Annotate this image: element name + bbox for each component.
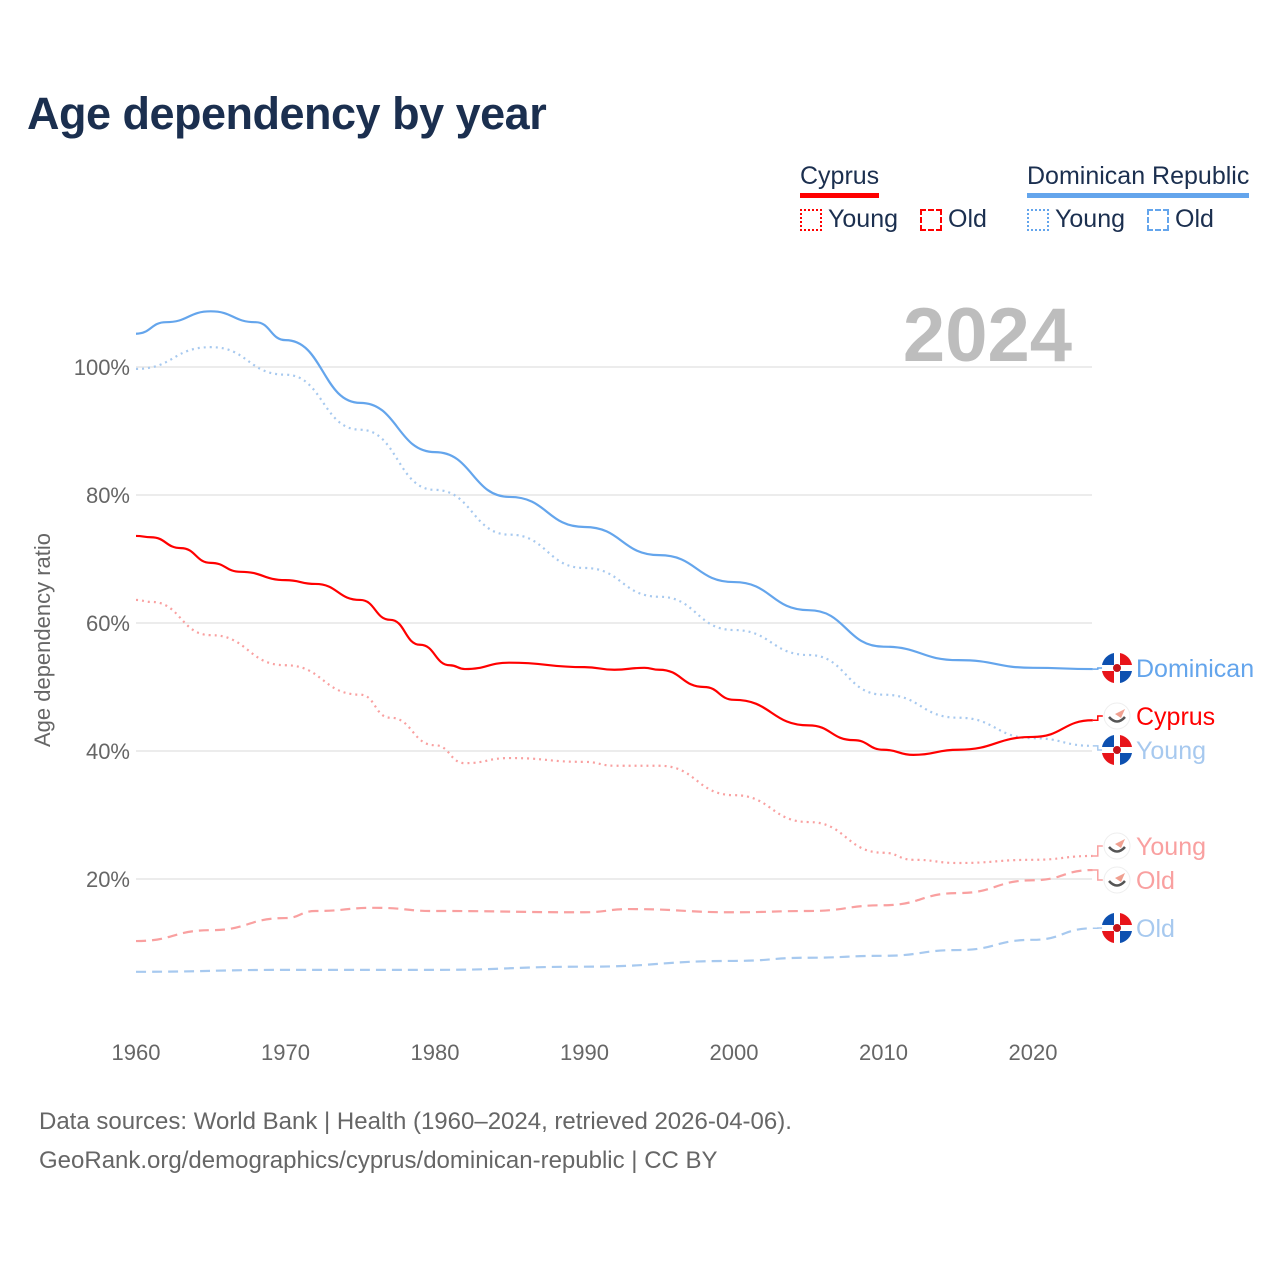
footer-sources: Data sources: World Bank | Health (1960–…: [39, 1108, 792, 1135]
y-tick-label: 100%: [74, 355, 130, 380]
flag-branches: [1108, 880, 1126, 887]
cyprus-flag-icon: [1103, 832, 1131, 860]
flag-q: [1120, 735, 1132, 747]
legend-dr-old[interactable]: Old: [1147, 205, 1214, 234]
dashed-swatch-icon: [1147, 208, 1169, 231]
dominican-flag-icon: [1102, 653, 1132, 683]
y-tick-label: 80%: [86, 483, 130, 508]
label-connector: [1092, 845, 1103, 857]
legend-label: Old: [948, 205, 987, 233]
year-watermark: 2024: [902, 293, 1072, 378]
series-line-dominican-republic-young: [135, 346, 1093, 747]
flag-bg: [1103, 866, 1131, 894]
flag-branches: [1108, 716, 1126, 723]
dominican-flag-icon: [1102, 735, 1132, 765]
series-line-dominican-republic-old: [135, 927, 1093, 973]
series-end-label: Young: [1136, 833, 1206, 861]
series-end-label: Dominican: [1136, 655, 1254, 683]
label-connector: [1092, 667, 1103, 670]
chart-title: Age dependency by year: [27, 88, 547, 139]
legend-label: Young: [1055, 205, 1125, 233]
flag-island: [1115, 839, 1125, 848]
series-end-label: Cyprus: [1136, 703, 1215, 731]
flag-bg: [1103, 702, 1131, 730]
legend-dominican-republic[interactable]: Dominican Republic: [1027, 162, 1250, 198]
series-end-label: Old: [1136, 867, 1175, 895]
flag-q: [1102, 653, 1114, 665]
flag-emblem: [1113, 924, 1121, 932]
x-tick-label: 1960: [112, 1040, 161, 1065]
flag-q: [1120, 753, 1132, 765]
flag-q: [1102, 931, 1114, 943]
x-tick-label: 2000: [710, 1040, 759, 1065]
flag-q: [1102, 913, 1114, 925]
dashed-swatch-icon: [920, 208, 942, 231]
y-axis-label: Age dependency ratio: [30, 533, 55, 747]
flag-q: [1102, 735, 1114, 747]
flag-bg: [1103, 832, 1131, 860]
flag-q: [1102, 671, 1114, 683]
x-tick-label: 1980: [411, 1040, 460, 1065]
legend-label: Young: [828, 205, 898, 233]
legend-cyprus[interactable]: Cyprus: [800, 162, 880, 198]
legend-cyprus-old[interactable]: Old: [920, 205, 987, 234]
flag-q: [1120, 653, 1132, 665]
x-tick-label: 1970: [261, 1040, 310, 1065]
legend-dr-young[interactable]: Young: [1027, 205, 1125, 234]
label-connector: [1092, 715, 1103, 722]
legend-cyprus-young[interactable]: Young: [800, 205, 898, 234]
series-line-cyprus-old: [135, 868, 1093, 943]
y-tick-label: 40%: [86, 739, 130, 764]
label-connector: [1092, 869, 1103, 881]
x-tick-label: 2020: [1009, 1040, 1058, 1065]
series-end-label: Young: [1136, 737, 1206, 765]
flag-q: [1120, 671, 1132, 683]
flag-emblem: [1113, 664, 1121, 672]
y-tick-label: 60%: [86, 611, 130, 636]
series-line-cyprus-young: [135, 598, 1093, 865]
flag-branches: [1108, 846, 1126, 853]
legend-label: Old: [1175, 205, 1214, 233]
y-tick-label: 20%: [86, 867, 130, 892]
x-tick-label: 2010: [859, 1040, 908, 1065]
series-end-label: Old: [1136, 915, 1175, 943]
footer-link[interactable]: GeoRank.org/demographics/cyprus/dominica…: [39, 1147, 718, 1174]
series-line-dominican-republic: [135, 310, 1093, 671]
dotted-swatch-icon: [800, 208, 822, 231]
flag-emblem: [1113, 746, 1121, 754]
flag-q: [1120, 931, 1132, 943]
series-line-cyprus: [135, 534, 1093, 756]
dotted-swatch-icon: [1027, 208, 1049, 231]
flag-island: [1115, 709, 1125, 718]
label-connector: [1092, 745, 1103, 751]
flag-island: [1115, 873, 1125, 882]
flag-q: [1120, 913, 1132, 925]
x-tick-label: 1990: [560, 1040, 609, 1065]
cyprus-flag-icon: [1103, 866, 1131, 894]
cyprus-flag-icon: [1103, 702, 1131, 730]
flag-q: [1102, 753, 1114, 765]
dominican-flag-icon: [1102, 913, 1132, 943]
